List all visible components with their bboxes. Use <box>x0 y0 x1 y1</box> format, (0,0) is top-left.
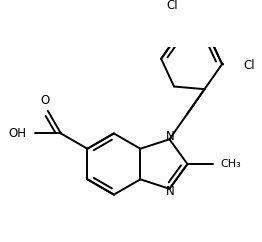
Text: N: N <box>166 186 175 198</box>
Text: N: N <box>166 129 175 143</box>
Text: OH: OH <box>9 127 27 140</box>
Text: O: O <box>40 94 49 107</box>
Text: Cl: Cl <box>166 0 178 12</box>
Text: Cl: Cl <box>243 59 255 72</box>
Text: CH₃: CH₃ <box>221 159 241 169</box>
